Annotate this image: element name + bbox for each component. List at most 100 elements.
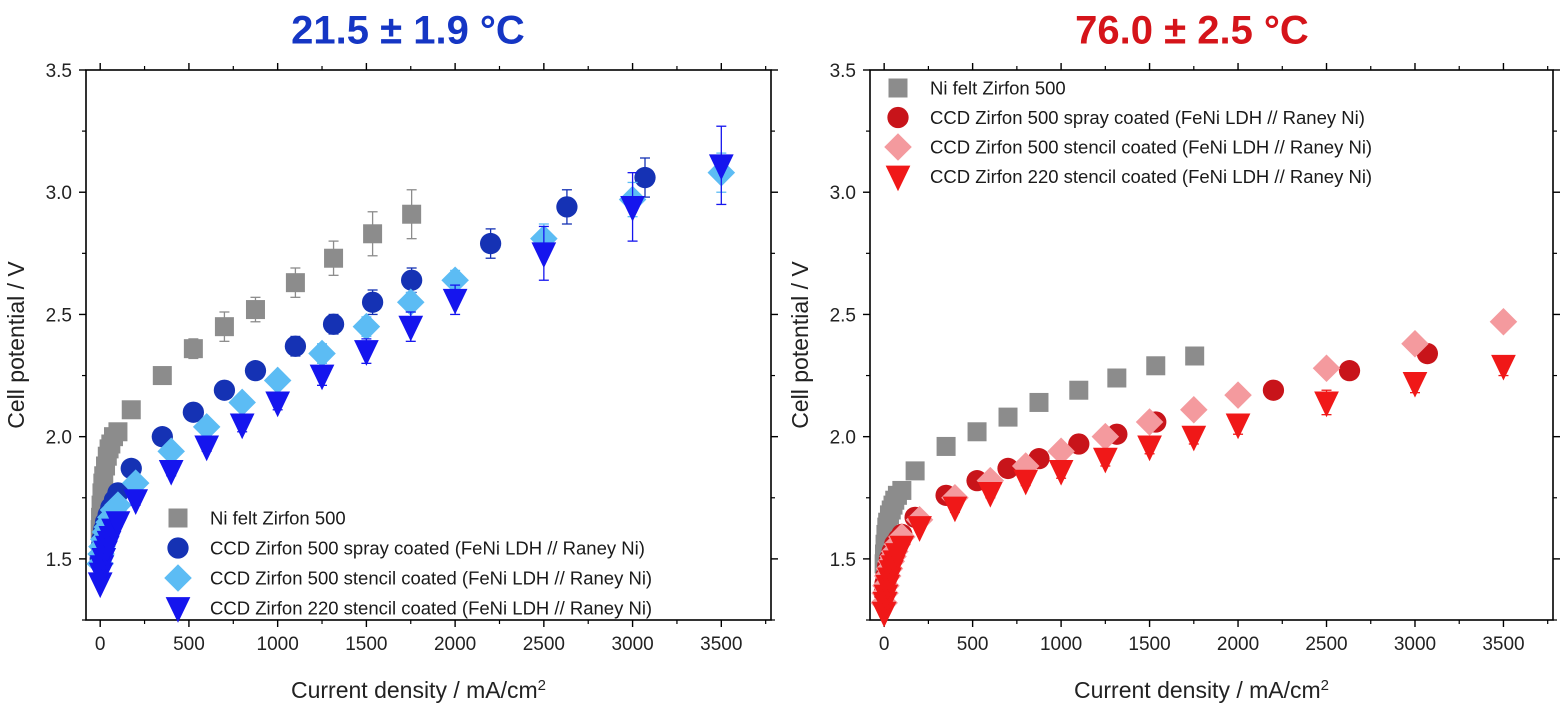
data-point [1091, 422, 1120, 451]
data-point [1262, 379, 1285, 401]
legend-marker [168, 508, 188, 528]
data-point [1314, 391, 1339, 418]
data-point [228, 388, 256, 417]
data-point [244, 360, 267, 382]
data-point [182, 401, 205, 423]
y-tick-label: 3.0 [46, 183, 72, 204]
data-point [997, 457, 1019, 480]
data-point [284, 335, 307, 357]
data-point [1401, 330, 1429, 358]
legend-marker [888, 78, 908, 98]
data-point [123, 489, 149, 515]
x-tick-label: 1000 [257, 634, 299, 655]
x-axis-title: Current density / mA/cm2 [291, 677, 546, 704]
data-point [1491, 354, 1516, 381]
data-point [265, 391, 291, 418]
data-point [442, 288, 468, 315]
x-axis-title-text: Current density / mA/cm [291, 677, 538, 703]
data-point [121, 400, 141, 420]
chart-panel-2: 76.0 ± 2.5 °C 0 500 1000 1500 2000 2500 3000 350… [787, 9, 1560, 703]
y-tick-label: 3.5 [830, 61, 856, 82]
y-axis-title: Cell potential / V [3, 261, 29, 429]
x-axis-title-text: Current density / mA/cm [1074, 677, 1321, 703]
data-point [361, 291, 384, 313]
data-point [556, 196, 578, 218]
legend-entry: Ni felt Zirfon 500 [930, 78, 1066, 99]
data-point [708, 154, 734, 181]
x-tick-label: 500 [173, 634, 205, 655]
series-triangle-down [87, 125, 734, 599]
data-point [105, 511, 131, 537]
data-point [889, 535, 915, 562]
legend-entry: Ni felt Zirfon 500 [210, 508, 346, 529]
x-tick-label: 0 [879, 634, 890, 655]
x-tick-label: 3000 [611, 634, 653, 655]
data-point [907, 516, 932, 542]
legend-entry: CCD Zirfon 500 spray coated (FeNi LDH //… [930, 107, 1365, 128]
x-tick-label: 2000 [1217, 634, 1259, 655]
data-point [396, 288, 425, 316]
x-tick-label: 1500 [1128, 634, 1170, 655]
data-point [1011, 452, 1040, 480]
data-point [1402, 371, 1428, 398]
y-tick-label: 2.5 [46, 305, 72, 326]
data-point [402, 204, 422, 224]
y-tick-label: 2.0 [830, 428, 856, 449]
data-point [1185, 346, 1205, 366]
plot-frame [85, 69, 772, 621]
legend-entry: CCD Zirfon 220 stencil coated (FeNi LDH … [930, 166, 1372, 187]
data-point [213, 379, 236, 401]
data-point [363, 224, 383, 244]
data-point [354, 340, 379, 366]
chart-title: 21.5 ± 1.9 °C [291, 9, 525, 53]
data-point [1180, 396, 1208, 424]
data-point [183, 339, 203, 359]
y-tick-label: 3.5 [46, 61, 72, 82]
data-point [108, 422, 128, 442]
series-circle [873, 342, 1439, 604]
data-point [1225, 413, 1251, 440]
y-tick-label: 1.5 [830, 550, 856, 571]
y-axis-title: Cell potential / V [787, 261, 813, 429]
data-point [192, 413, 221, 441]
data-point [263, 366, 292, 395]
data-point [634, 166, 656, 189]
data-point [936, 436, 956, 456]
legend-entry: CCD Zirfon 500 stencil coated (FeNi LDH … [930, 137, 1372, 158]
y-tick-label: 2.5 [830, 305, 856, 326]
data-point [1048, 459, 1074, 486]
legend-marker [167, 537, 189, 559]
data-point [352, 312, 381, 341]
data-point [1489, 308, 1518, 336]
data-point [1181, 425, 1207, 452]
y-tick-label: 3.0 [830, 183, 856, 204]
data-point [479, 232, 502, 255]
series-triangle-down [871, 354, 1516, 628]
x-tick-label: 2500 [1305, 634, 1347, 655]
data-point [194, 435, 220, 462]
data-point [324, 248, 344, 268]
data-point [892, 480, 912, 500]
plot-frame [869, 69, 1554, 621]
legend-marker [884, 133, 912, 161]
legend-marker [165, 597, 191, 623]
x-tick-label: 500 [957, 634, 989, 655]
data-point [158, 459, 184, 486]
data-point [905, 461, 925, 481]
legend-entry: CCD Zirfon 500 stencil coated (FeNi LDH … [210, 568, 652, 589]
data-point [229, 413, 255, 440]
data-point [1047, 437, 1075, 466]
y-tick-label: 1.5 [46, 550, 72, 571]
x-tick-label: 3000 [1394, 634, 1436, 655]
data-point [998, 407, 1018, 427]
data-point [1224, 381, 1252, 409]
data-point [967, 422, 987, 442]
legend-marker [887, 106, 909, 129]
data-point [531, 242, 557, 269]
x-axis-title-superscript: 2 [1321, 677, 1329, 694]
x-tick-label: 0 [95, 634, 106, 655]
y-tick-label: 2.0 [46, 428, 72, 449]
x-tick-label: 2500 [523, 634, 565, 655]
